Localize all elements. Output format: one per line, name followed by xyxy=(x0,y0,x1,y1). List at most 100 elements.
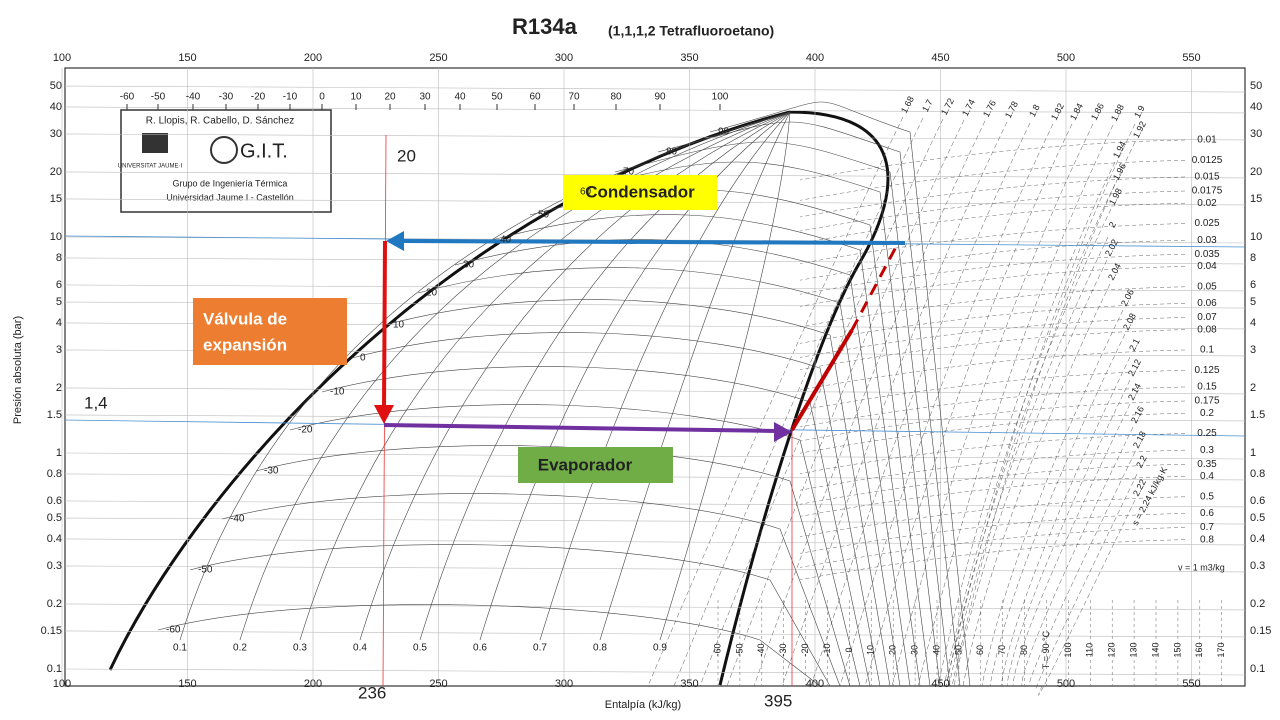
x-tick-label-bottom: 200 xyxy=(304,678,322,690)
y-tick-label-left: 0.2 xyxy=(47,598,62,610)
temperature-tick-label: 90 xyxy=(654,92,666,103)
isentrope xyxy=(1029,451,1136,687)
evaporator-arrow xyxy=(383,423,777,433)
compression-line-dashed xyxy=(850,244,899,331)
isochore xyxy=(799,303,1186,344)
isentrope xyxy=(753,120,986,687)
temperature-label: 150 xyxy=(1172,642,1182,657)
volume-label: 0.01 xyxy=(1197,135,1217,146)
y-tick-label-left: 0.5 xyxy=(47,512,62,524)
isochore xyxy=(799,317,1186,358)
isochore xyxy=(799,202,1186,244)
isochore xyxy=(799,349,1186,391)
y-tick-label-right: 5 xyxy=(1250,296,1256,308)
y-tick-label-left: 3 xyxy=(56,344,62,356)
volume-unit: v = 1 m3/kg xyxy=(1178,562,1225,572)
y-tick-label-right: 30 xyxy=(1250,128,1262,140)
quality-label: 0.6 xyxy=(473,643,487,654)
y-tick-label-left: 2 xyxy=(56,382,62,394)
y-tick-label-right: 4 xyxy=(1250,317,1256,329)
isochore xyxy=(799,464,1186,505)
isentrope xyxy=(726,119,965,687)
isentrope xyxy=(989,333,1126,687)
volume-label: 0.2 xyxy=(1200,408,1214,419)
quality-label: 0.7 xyxy=(533,643,547,654)
isentrope xyxy=(948,236,1109,687)
isochore xyxy=(799,139,1186,181)
x-tick-label-top: 150 xyxy=(178,52,196,64)
temperature-label: T = 90 °C xyxy=(1041,630,1051,669)
temperature-tick-label: 10 xyxy=(350,92,362,103)
evaporator-label: Evaporador xyxy=(538,455,633,474)
y-tick-label-left: 0.1 xyxy=(47,663,62,675)
credit-box: R. Llopis, R. Cabello, D. Sánchez UNIVER… xyxy=(118,109,332,213)
temperature-tick-label: 40 xyxy=(454,92,466,103)
isochore xyxy=(799,329,1186,370)
y-tick-label-left: 0.3 xyxy=(47,560,62,572)
isentrope xyxy=(981,309,1124,687)
y-tick-label-left: 1.5 xyxy=(47,409,62,421)
y-tick-label-right: 0.8 xyxy=(1250,468,1265,480)
y-tick-label-right: 1 xyxy=(1250,447,1256,459)
x-tick-label-bottom: 500 xyxy=(1057,678,1075,690)
temperature-label: 140 xyxy=(1150,642,1160,657)
isochore xyxy=(799,176,1186,218)
isotherm-label: 80 xyxy=(666,147,678,158)
isochore xyxy=(799,160,1186,201)
credit-group-logo: G.I.T. xyxy=(240,140,288,162)
x-tick-label-bottom: 250 xyxy=(429,678,447,690)
diagram-curves xyxy=(61,68,1246,696)
volume-label: 0.015 xyxy=(1194,172,1219,183)
isotherm xyxy=(321,366,871,687)
isotherm-label: 20 xyxy=(426,288,438,299)
isotherm-label: 30 xyxy=(463,260,475,271)
temperature-tick-label: -10 xyxy=(283,92,298,103)
volume-label: 0.5 xyxy=(1200,491,1214,502)
quality-line xyxy=(239,111,791,641)
isotherm-label: -40 xyxy=(230,514,245,525)
grid-line xyxy=(64,257,1246,265)
grid-line xyxy=(64,668,1246,676)
isochore xyxy=(799,400,1186,442)
isotherm-label: 90 xyxy=(718,127,730,138)
isochore xyxy=(799,266,1186,307)
y-tick-label-left: 10 xyxy=(50,231,62,243)
isentrope xyxy=(864,123,1073,687)
volume-label: 0.25 xyxy=(1197,428,1217,439)
y-tick-label-right: 50 xyxy=(1250,80,1262,92)
x-tick-label-top: 100 xyxy=(53,52,71,64)
volume-label: 0.04 xyxy=(1197,261,1217,272)
y-tick-label-right: 0.15 xyxy=(1250,625,1271,637)
x-tick-label-bottom: 350 xyxy=(680,678,698,690)
temperature-tick-label: -60 xyxy=(120,92,135,103)
quality-line xyxy=(599,111,791,641)
quality-label: 0.2 xyxy=(233,643,247,654)
volume-label: 0.06 xyxy=(1197,298,1217,309)
y-axis-label: Presión absoluta (bar) xyxy=(12,316,24,424)
y-tick-label-right: 0.5 xyxy=(1250,512,1265,524)
university-icon xyxy=(142,133,168,153)
temperature-label: -10 xyxy=(822,643,832,656)
isotherm-label: -10 xyxy=(330,387,345,398)
x-tick-label-top: 250 xyxy=(429,52,447,64)
quality-label: 0.1 xyxy=(173,643,187,654)
y-tick-label-right: 20 xyxy=(1250,166,1262,178)
isentrope xyxy=(945,123,1136,687)
temperature-tick-label: 50 xyxy=(491,92,503,103)
isotherm-label: -30 xyxy=(264,466,279,477)
volume-label: 0.0125 xyxy=(1192,155,1223,166)
y-tick-label-right: 0.1 xyxy=(1250,663,1265,675)
quality-label: 0.4 xyxy=(353,643,367,654)
credit-group: Grupo de Ingeniería Térmica xyxy=(173,178,288,188)
y-tick-label-left: 15 xyxy=(50,193,62,205)
h-liquid: 236 xyxy=(358,683,386,702)
volume-label: 0.03 xyxy=(1197,235,1217,246)
temperature-label: 0 xyxy=(844,647,854,652)
x-tick-label-top: 450 xyxy=(931,52,949,64)
x-tick-label-bottom: 150 xyxy=(178,678,196,690)
temperature-label: -30 xyxy=(778,643,788,656)
isochore xyxy=(799,476,1186,517)
